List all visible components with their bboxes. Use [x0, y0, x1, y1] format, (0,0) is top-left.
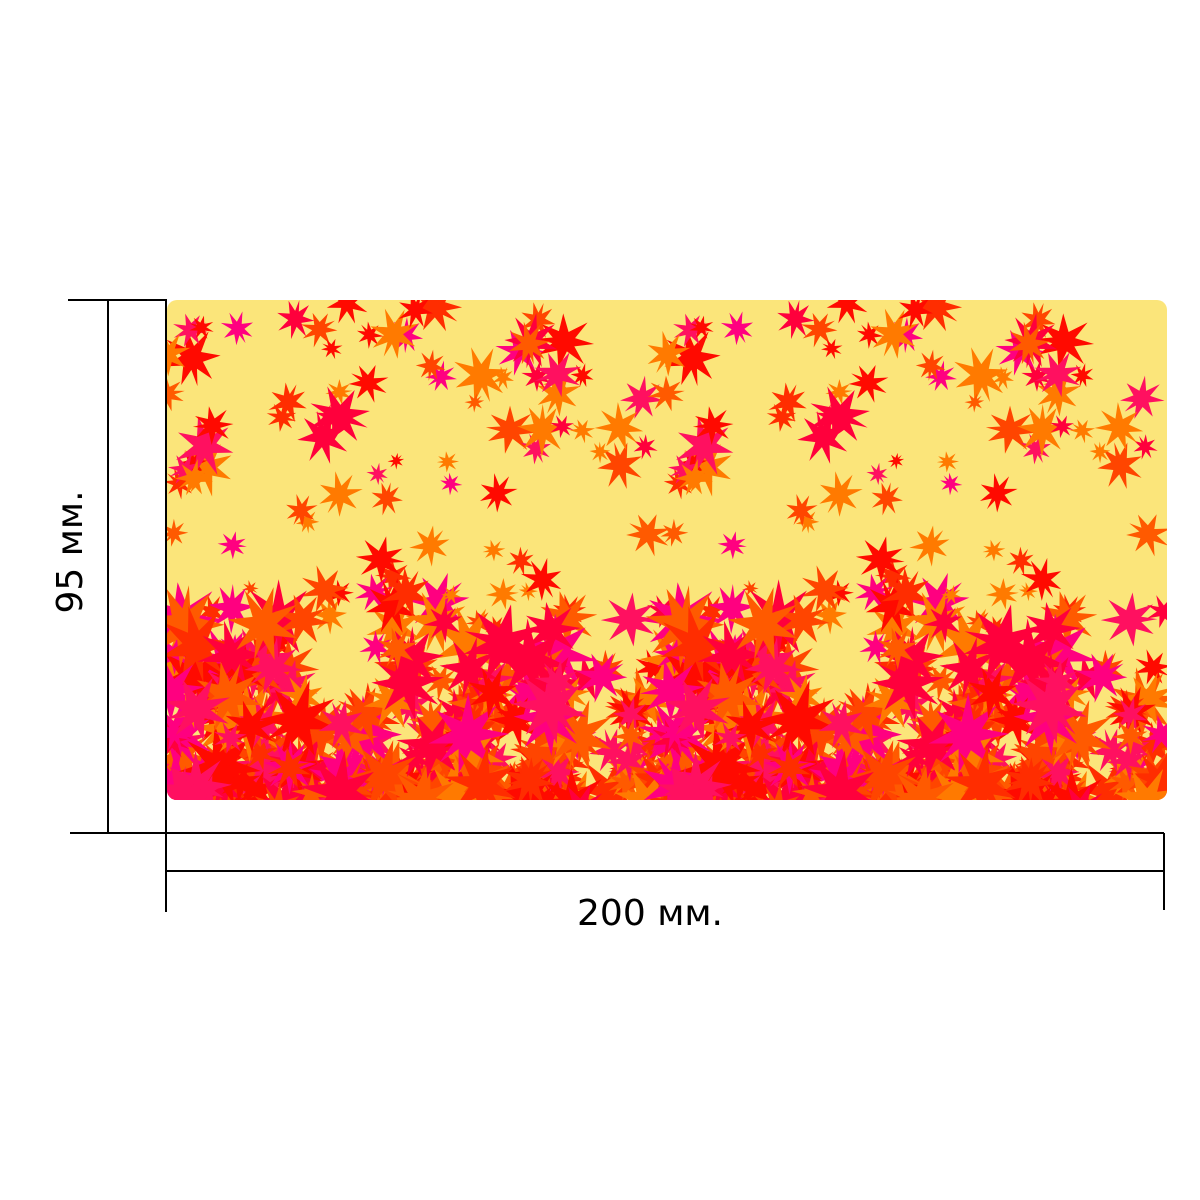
width-dimension	[166, 832, 1165, 910]
height-label: 95 мм.	[50, 490, 91, 613]
leaf-pattern-panel	[167, 300, 1167, 800]
height-dimension	[68, 299, 167, 912]
width-label: 200 мм.	[577, 893, 723, 934]
